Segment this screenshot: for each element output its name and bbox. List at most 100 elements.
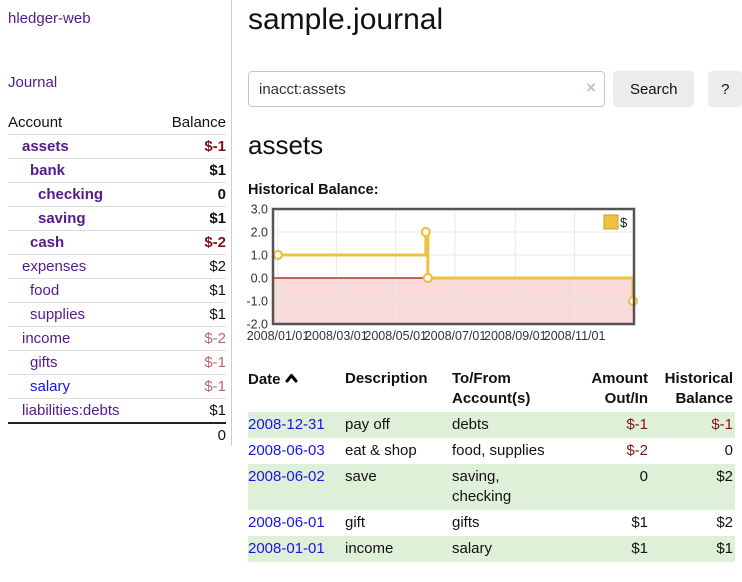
account-link-income[interactable]: income <box>22 330 71 347</box>
account-link-checking[interactable]: checking <box>38 186 104 203</box>
svg-text:1.0: 1.0 <box>251 249 268 263</box>
search-button[interactable]: Search <box>612 71 695 107</box>
transaction-row[interactable]: 2008-06-03 eat & shop food, supplies $-2 0 <box>248 438 735 464</box>
account-heading: assets <box>248 130 324 160</box>
register-table: Date Description To/From Account(s) Amou… <box>248 367 735 562</box>
search-form: × Search ? <box>248 71 742 107</box>
page-title: sample.journal <box>248 3 444 36</box>
transaction-amount: $1 <box>631 514 648 531</box>
transaction-accounts: debts <box>452 416 489 433</box>
transaction-date: 2008-06-02 <box>248 464 345 510</box>
accounts-table: Account Balance assets $-1 bank $1 checking 0… <box>8 112 226 447</box>
transaction-balance: $1 <box>716 540 733 557</box>
svg-text:0.0: 0.0 <box>251 272 268 286</box>
register-header-amount: Amount Out/In <box>591 370 648 407</box>
register-header-accounts: To/From Account(s) <box>452 370 531 407</box>
svg-text:-1.0: -1.0 <box>246 295 268 309</box>
transaction-accounts: gifts <box>452 514 480 531</box>
accounts-header-balance: Balance <box>171 114 226 131</box>
transaction-description: gift <box>345 514 366 531</box>
transaction-row[interactable]: 2008-12-31 pay off debts $-1 $-1 <box>248 412 735 438</box>
accounts-header-account: Account <box>8 114 63 131</box>
svg-text:3.0: 3.0 <box>251 203 268 217</box>
account-balance: $1 <box>154 398 226 423</box>
account-balance: $-2 <box>154 326 226 351</box>
clear-search-icon[interactable]: × <box>586 78 596 97</box>
svg-text:-2.0: -2.0 <box>246 318 268 332</box>
transaction-balance: $2 <box>716 514 733 531</box>
account-row: expenses $2 <box>8 254 226 279</box>
account-link-food[interactable]: food <box>30 282 60 299</box>
transaction-row[interactable]: 2008-01-01 income salary $1 $1 <box>248 536 735 562</box>
transaction-date: 2008-12-31 <box>248 412 345 438</box>
svg-text:2.0: 2.0 <box>251 226 268 240</box>
account-balance: $1 <box>154 302 226 327</box>
transaction-amount: $-2 <box>626 442 648 459</box>
sidebar-item-journal[interactable]: Journal <box>8 74 58 91</box>
account-row: checking 0 <box>8 182 226 207</box>
register-header-date[interactable]: Date <box>248 367 345 412</box>
account-link-bank[interactable]: bank <box>30 162 66 179</box>
account-link-expenses[interactable]: expenses <box>22 258 87 275</box>
transaction-date: 2008-06-03 <box>248 438 345 464</box>
sidebar: hledger-web Journal Account Balance asse… <box>0 0 232 447</box>
transaction-balance: $2 <box>716 468 733 485</box>
app-title-link[interactable]: hledger-web <box>8 10 91 27</box>
svg-text:2008/11/01: 2008/11/01 <box>544 329 606 343</box>
account-row: bank $1 <box>8 158 226 183</box>
sort-ascending-icon <box>285 369 298 389</box>
account-link-gifts[interactable]: gifts <box>30 354 58 371</box>
account-row: cash $-2 <box>8 230 226 255</box>
transaction-date: 2008-06-01 <box>248 510 345 536</box>
transaction-accounts: salary <box>452 540 493 557</box>
account-balance: $-1 <box>154 374 226 399</box>
help-button[interactable]: ? <box>708 71 742 107</box>
svg-text:$: $ <box>620 215 628 230</box>
transaction-date-link[interactable]: 2008-06-02 <box>248 468 325 485</box>
transaction-description: pay off <box>345 416 390 433</box>
transaction-description: income <box>345 540 394 557</box>
account-link-liabilities-debts[interactable]: liabilities:debts <box>22 402 120 419</box>
account-balance: $1 <box>154 206 226 231</box>
search-box: × <box>248 71 605 107</box>
svg-text:2008/05/01: 2008/05/01 <box>364 329 427 343</box>
transaction-date-link[interactable]: 2008-06-01 <box>248 514 325 531</box>
register-table-body: 2008-12-31 pay off debts $-1 $-1 2008-06-03 ea… <box>248 412 735 562</box>
search-input[interactable] <box>248 71 605 107</box>
svg-text:2008/01/01: 2008/01/01 <box>247 329 310 343</box>
register-header-description: Description <box>345 370 428 387</box>
account-link-supplies[interactable]: supplies <box>30 306 86 323</box>
chart-svg: 3.0 2.0 1.0 0.0 -1.0 -2.02008/01/012008/03/01… <box>246 203 639 343</box>
account-row: liabilities:debts $1 <box>8 398 226 423</box>
svg-text:2008/09/01: 2008/09/01 <box>484 329 547 343</box>
account-balance: $1 <box>154 158 226 183</box>
account-row: supplies $1 <box>8 302 226 327</box>
svg-text:2008/03/01: 2008/03/01 <box>305 329 368 343</box>
transaction-accounts: food, supplies <box>452 442 545 459</box>
account-balance: 0 <box>154 182 226 207</box>
accounts-table-body: assets $-1 bank $1 checking 0 saving $1 cash $-2 e… <box>8 134 226 447</box>
transaction-row[interactable]: 2008-06-02 save saving, checking 0 $2 <box>248 464 735 510</box>
transaction-date-link[interactable]: 2008-12-31 <box>248 416 325 433</box>
account-row: gifts $-1 <box>8 350 226 375</box>
transaction-amount: $1 <box>631 540 648 557</box>
account-balance: $2 <box>154 254 226 279</box>
main-content: sample.journal × Search ? assets Histori… <box>246 0 742 562</box>
account-balance: $-1 <box>154 134 226 159</box>
account-balance: $-2 <box>154 230 226 255</box>
transaction-row[interactable]: 2008-06-01 gift gifts $1 $2 <box>248 510 735 536</box>
transaction-date-link[interactable]: 2008-06-03 <box>248 442 325 459</box>
account-link-saving[interactable]: saving <box>38 210 86 227</box>
transaction-balance: 0 <box>724 442 733 459</box>
transaction-date-link[interactable]: 2008-01-01 <box>248 540 325 557</box>
transaction-description: save <box>345 468 377 485</box>
account-link-assets[interactable]: assets <box>22 138 69 155</box>
account-balance: $-1 <box>154 350 226 375</box>
account-link-salary[interactable]: salary <box>30 378 71 395</box>
account-link-cash[interactable]: cash <box>30 234 65 251</box>
transaction-accounts: saving, checking <box>452 468 512 505</box>
transaction-amount: $-1 <box>626 416 648 433</box>
historical-balance-chart: 3.0 2.0 1.0 0.0 -1.0 -2.0 2008/01/01 2008/03/01… <box>246 202 742 354</box>
account-row: salary $-1 <box>8 374 226 399</box>
